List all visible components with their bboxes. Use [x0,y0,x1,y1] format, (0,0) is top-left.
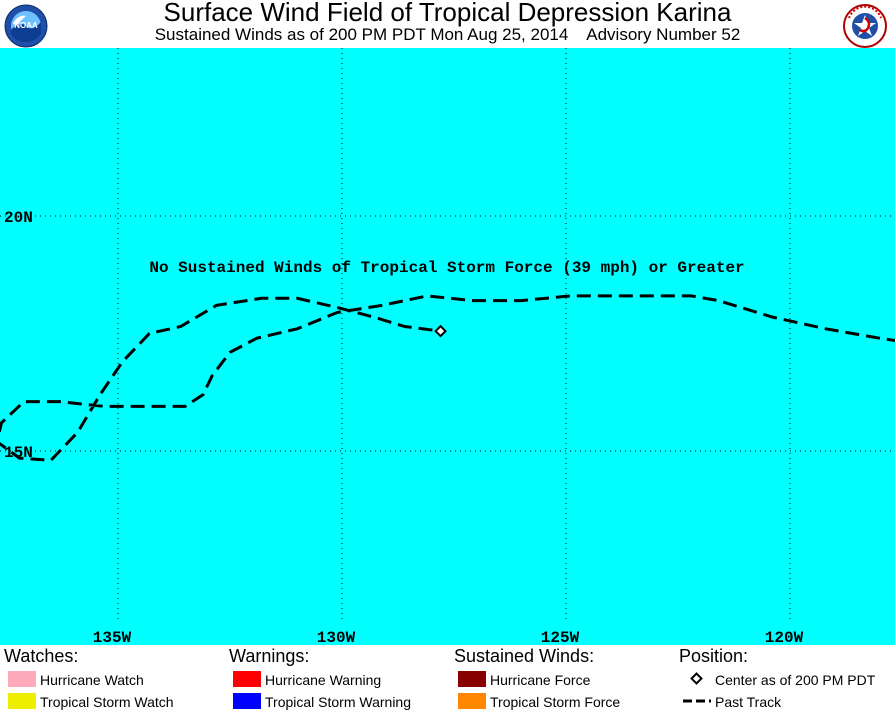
past-track-line [0,294,895,462]
storm-map: 135W 130W 125W 120W 20N 15N No Sustained Wind… [0,48,895,645]
nws-logo [843,4,887,48]
grid-labels: 135W 130W 125W 120W 20N 15N [4,209,804,645]
tropical-storm-watch-swatch [8,693,36,709]
header: NOAA Surface Wind Field of Tropical Depr… [0,0,895,48]
legend: Watches: Hurricane Watch Tropical Storm … [0,645,895,716]
tropical-storm-warning-label: Tropical Storm Warning [265,694,412,710]
lon-label: 130W [317,629,356,645]
page-subtitle: Sustained Winds as of 200 PM PDT Mon Aug… [154,25,741,44]
lat-label: 15N [4,444,33,462]
diamond-icon [690,672,703,685]
storm-center-marker [434,324,447,338]
lon-label: 125W [541,629,580,645]
tropical-storm-watch-label: Tropical Storm Watch [40,694,174,710]
hurricane-warning-label: Hurricane Warning [265,672,382,688]
tropical-storm-force-label: Tropical Storm Force [490,694,621,710]
dashed-line-icon [683,699,711,703]
center-label: Center as of 200 PM PDT [715,672,876,688]
legend-warnings-title: Warnings: [229,646,310,666]
grid-lines [0,48,895,620]
hurricane-force-label: Hurricane Force [490,672,591,688]
legend-watches: Watches: Hurricane Watch Tropical Storm … [4,645,174,710]
legend-warnings: Warnings: Hurricane Warning Tropical Sto… [229,645,411,710]
noaa-logo-text: NOAA [14,21,38,30]
page-title: Surface Wind Field of Tropical Depressio… [163,0,732,27]
legend-position-title: Position: [679,646,749,666]
legend-winds: Sustained Winds: Hurricane Force Tropica… [454,645,620,710]
past-track-label: Past Track [715,694,782,710]
lon-label: 135W [93,629,132,645]
lat-label: 20N [4,209,33,227]
legend-watches-title: Watches: [4,646,79,666]
hurricane-warning-swatch [233,671,261,687]
hurricane-watch-swatch [8,671,36,687]
tropical-storm-force-swatch [458,693,486,709]
hurricane-watch-label: Hurricane Watch [40,672,144,688]
no-winds-message: No Sustained Winds of Tropical Storm For… [149,259,744,277]
ocean-background [0,48,895,645]
noaa-logo: NOAA [4,4,48,48]
tropical-storm-warning-swatch [233,693,261,709]
legend-position: Position: Center as of 200 PM PDT Past T… [679,645,875,710]
legend-winds-title: Sustained Winds: [454,646,595,666]
hurricane-force-swatch [458,671,486,687]
lon-label: 120W [765,629,804,645]
